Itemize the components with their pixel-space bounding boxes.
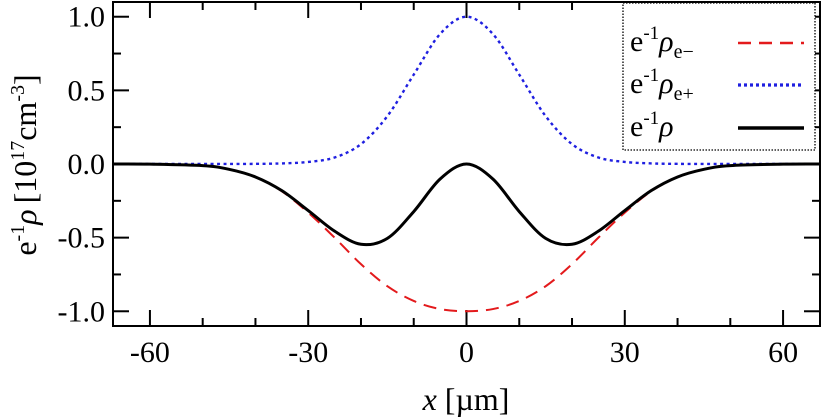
plot-area — [112, 15, 821, 313]
plot-frame — [112, 1, 821, 327]
legend-label-part: ρ — [658, 25, 673, 58]
legend-box — [622, 2, 816, 151]
x-axis-label: x [µm] — [422, 381, 510, 417]
legend-label-part: e — [630, 110, 643, 143]
y-axis-label: e-1ρ [1017cm-3] — [7, 74, 43, 255]
y-axis-label-open: [10 — [7, 161, 43, 204]
y-tick-label: -1.0 — [58, 295, 106, 328]
x-tick-label: 30 — [610, 336, 640, 369]
y-axis-label-e: e — [7, 241, 43, 255]
legend-label-part: ρ — [658, 110, 673, 143]
x-tick-label: -60 — [130, 336, 170, 369]
y-tick-label: 1.0 — [68, 1, 106, 34]
series-line-dashed — [112, 162, 821, 313]
legend: e-1ρe−e-1ρe+e-1ρ — [622, 2, 816, 151]
legend-label-part: ρ — [658, 67, 673, 100]
y-axis-label-unit: cm — [7, 102, 43, 141]
x-tick-label: 60 — [768, 336, 798, 369]
legend-label-part: e — [630, 25, 643, 58]
y-axis-label-rho: ρ — [7, 209, 43, 225]
x-tick-label: 0 — [459, 336, 474, 369]
legend-label-part: e — [630, 67, 643, 100]
y-axis-label-exp2: -3 — [7, 85, 29, 102]
legend-label: e-1ρe+ — [630, 65, 694, 105]
legend-label: e-1ρe− — [630, 23, 694, 63]
x-axis-label-unit: [µm] — [445, 381, 510, 417]
y-tick-label: 0.0 — [68, 148, 106, 181]
legend-label-part: -1 — [643, 65, 659, 86]
legend-label: e-1ρ — [630, 108, 674, 143]
y-tick-label: 0.5 — [68, 74, 106, 107]
tick-labels: -60 -30 0 30 60 -1.0 -0.5 0.0 0.5 1.0 — [58, 1, 799, 369]
y-tick-label: -0.5 — [58, 222, 106, 255]
legend-label-part: e+ — [674, 83, 694, 105]
y-axis-label-close: ] — [7, 74, 43, 85]
y-axis-label-exp: 17 — [7, 141, 29, 161]
series-line-solid — [112, 162, 821, 247]
y-axis-label-neg1: -1 — [7, 225, 29, 242]
x-axis-label-var: x — [422, 381, 437, 417]
x-tick-label: -30 — [288, 336, 328, 369]
legend-label-part: -1 — [643, 23, 659, 44]
legend-label-part: -1 — [643, 108, 659, 129]
legend-label-part: e− — [674, 41, 694, 63]
